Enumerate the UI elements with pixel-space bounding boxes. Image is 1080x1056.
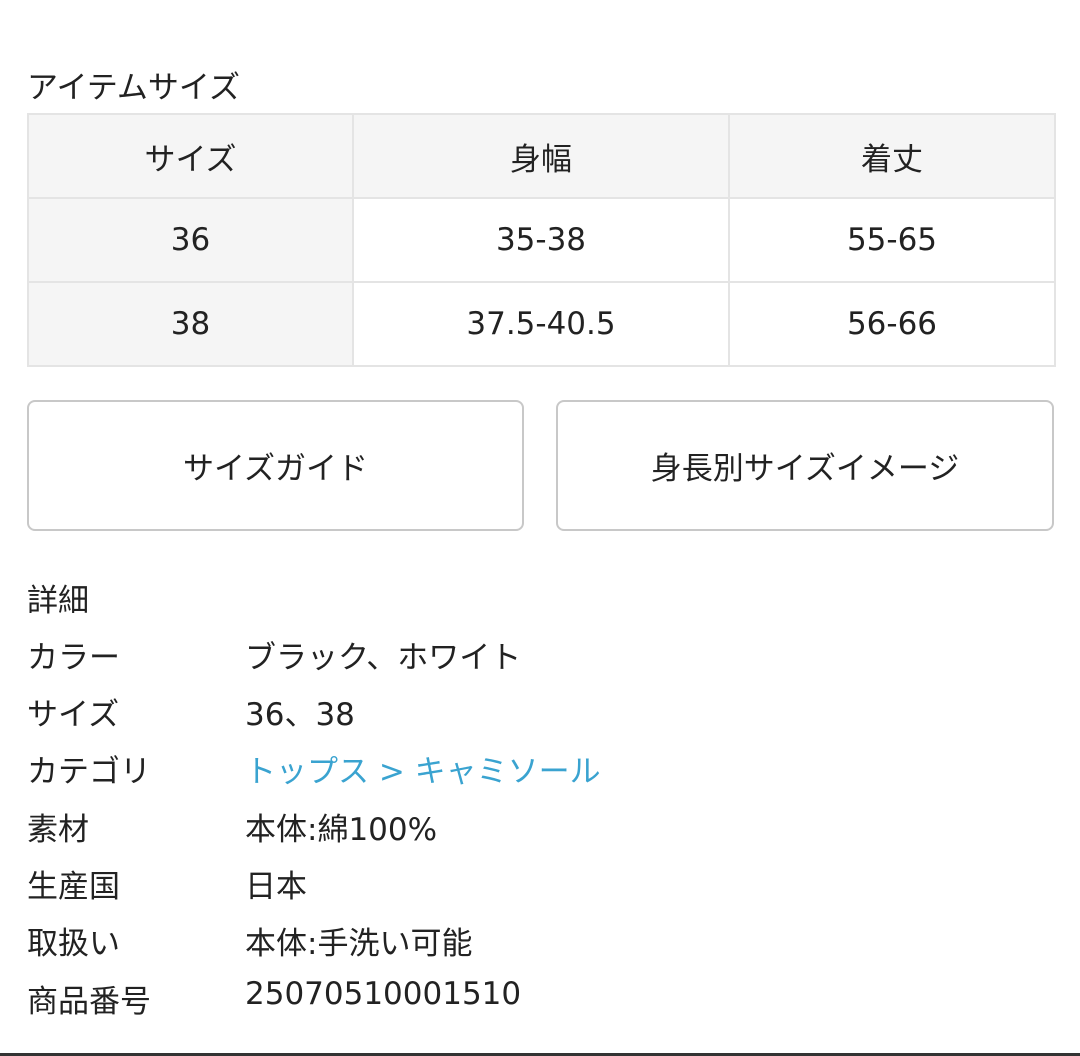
detail-value: ブラック、ホワイト bbox=[245, 640, 522, 676]
detail-label: 生産国 bbox=[27, 869, 120, 905]
detail-value: 本体:綿100% bbox=[245, 812, 438, 848]
detail-row-category: カテゴリ トップス > キャミソール bbox=[27, 746, 601, 791]
table-row: 38 37.5-40.5 56-66 bbox=[27, 281, 1056, 367]
category-link[interactable]: トップス > キャミソール bbox=[245, 754, 601, 790]
cell-size: 38 bbox=[27, 281, 354, 367]
detail-label: カテゴリ bbox=[27, 754, 151, 790]
header-size: サイズ bbox=[27, 113, 354, 199]
table-row: 36 35-38 55-65 bbox=[27, 197, 1056, 283]
detail-value: 本体:手洗い可能 bbox=[245, 926, 473, 962]
header-length: 着丈 bbox=[728, 113, 1056, 199]
cell-length: 55-65 bbox=[728, 197, 1056, 283]
item-size-title: アイテムサイズ bbox=[27, 70, 240, 106]
detail-row-material: 素材 本体:綿100% bbox=[27, 804, 437, 849]
detail-row-origin: 生産国 日本 bbox=[27, 861, 307, 906]
detail-row-size: サイズ 36、38 bbox=[27, 689, 355, 734]
header-width: 身幅 bbox=[352, 113, 730, 199]
height-size-image-button[interactable]: 身長別サイズイメージ bbox=[556, 400, 1054, 531]
cell-width: 37.5-40.5 bbox=[352, 281, 730, 367]
detail-label: 素材 bbox=[27, 812, 89, 848]
detail-label: 取扱い bbox=[27, 926, 120, 962]
table-header-row: サイズ 身幅 着丈 bbox=[27, 113, 1056, 199]
cell-size: 36 bbox=[27, 197, 354, 283]
bottom-divider bbox=[0, 1053, 1080, 1056]
cell-width: 35-38 bbox=[352, 197, 730, 283]
cell-length: 56-66 bbox=[728, 281, 1056, 367]
detail-label: カラー bbox=[27, 640, 120, 676]
size-table: サイズ 身幅 着丈 36 35-38 55-65 38 37.5-40.5 56… bbox=[27, 113, 1056, 367]
detail-label: サイズ bbox=[27, 697, 120, 733]
size-guide-button[interactable]: サイズガイド bbox=[27, 400, 524, 531]
detail-value: 36、38 bbox=[245, 697, 355, 733]
details-title: 詳細 bbox=[27, 583, 89, 619]
detail-row-product-number: 商品番号 25070510001510 bbox=[27, 976, 521, 1021]
detail-label: 商品番号 bbox=[27, 984, 151, 1020]
detail-value: 25070510001510 bbox=[245, 976, 522, 1012]
detail-row-color: カラー ブラック、ホワイト bbox=[27, 632, 521, 677]
detail-row-care: 取扱い 本体:手洗い可能 bbox=[27, 918, 472, 963]
detail-value: 日本 bbox=[245, 869, 307, 905]
